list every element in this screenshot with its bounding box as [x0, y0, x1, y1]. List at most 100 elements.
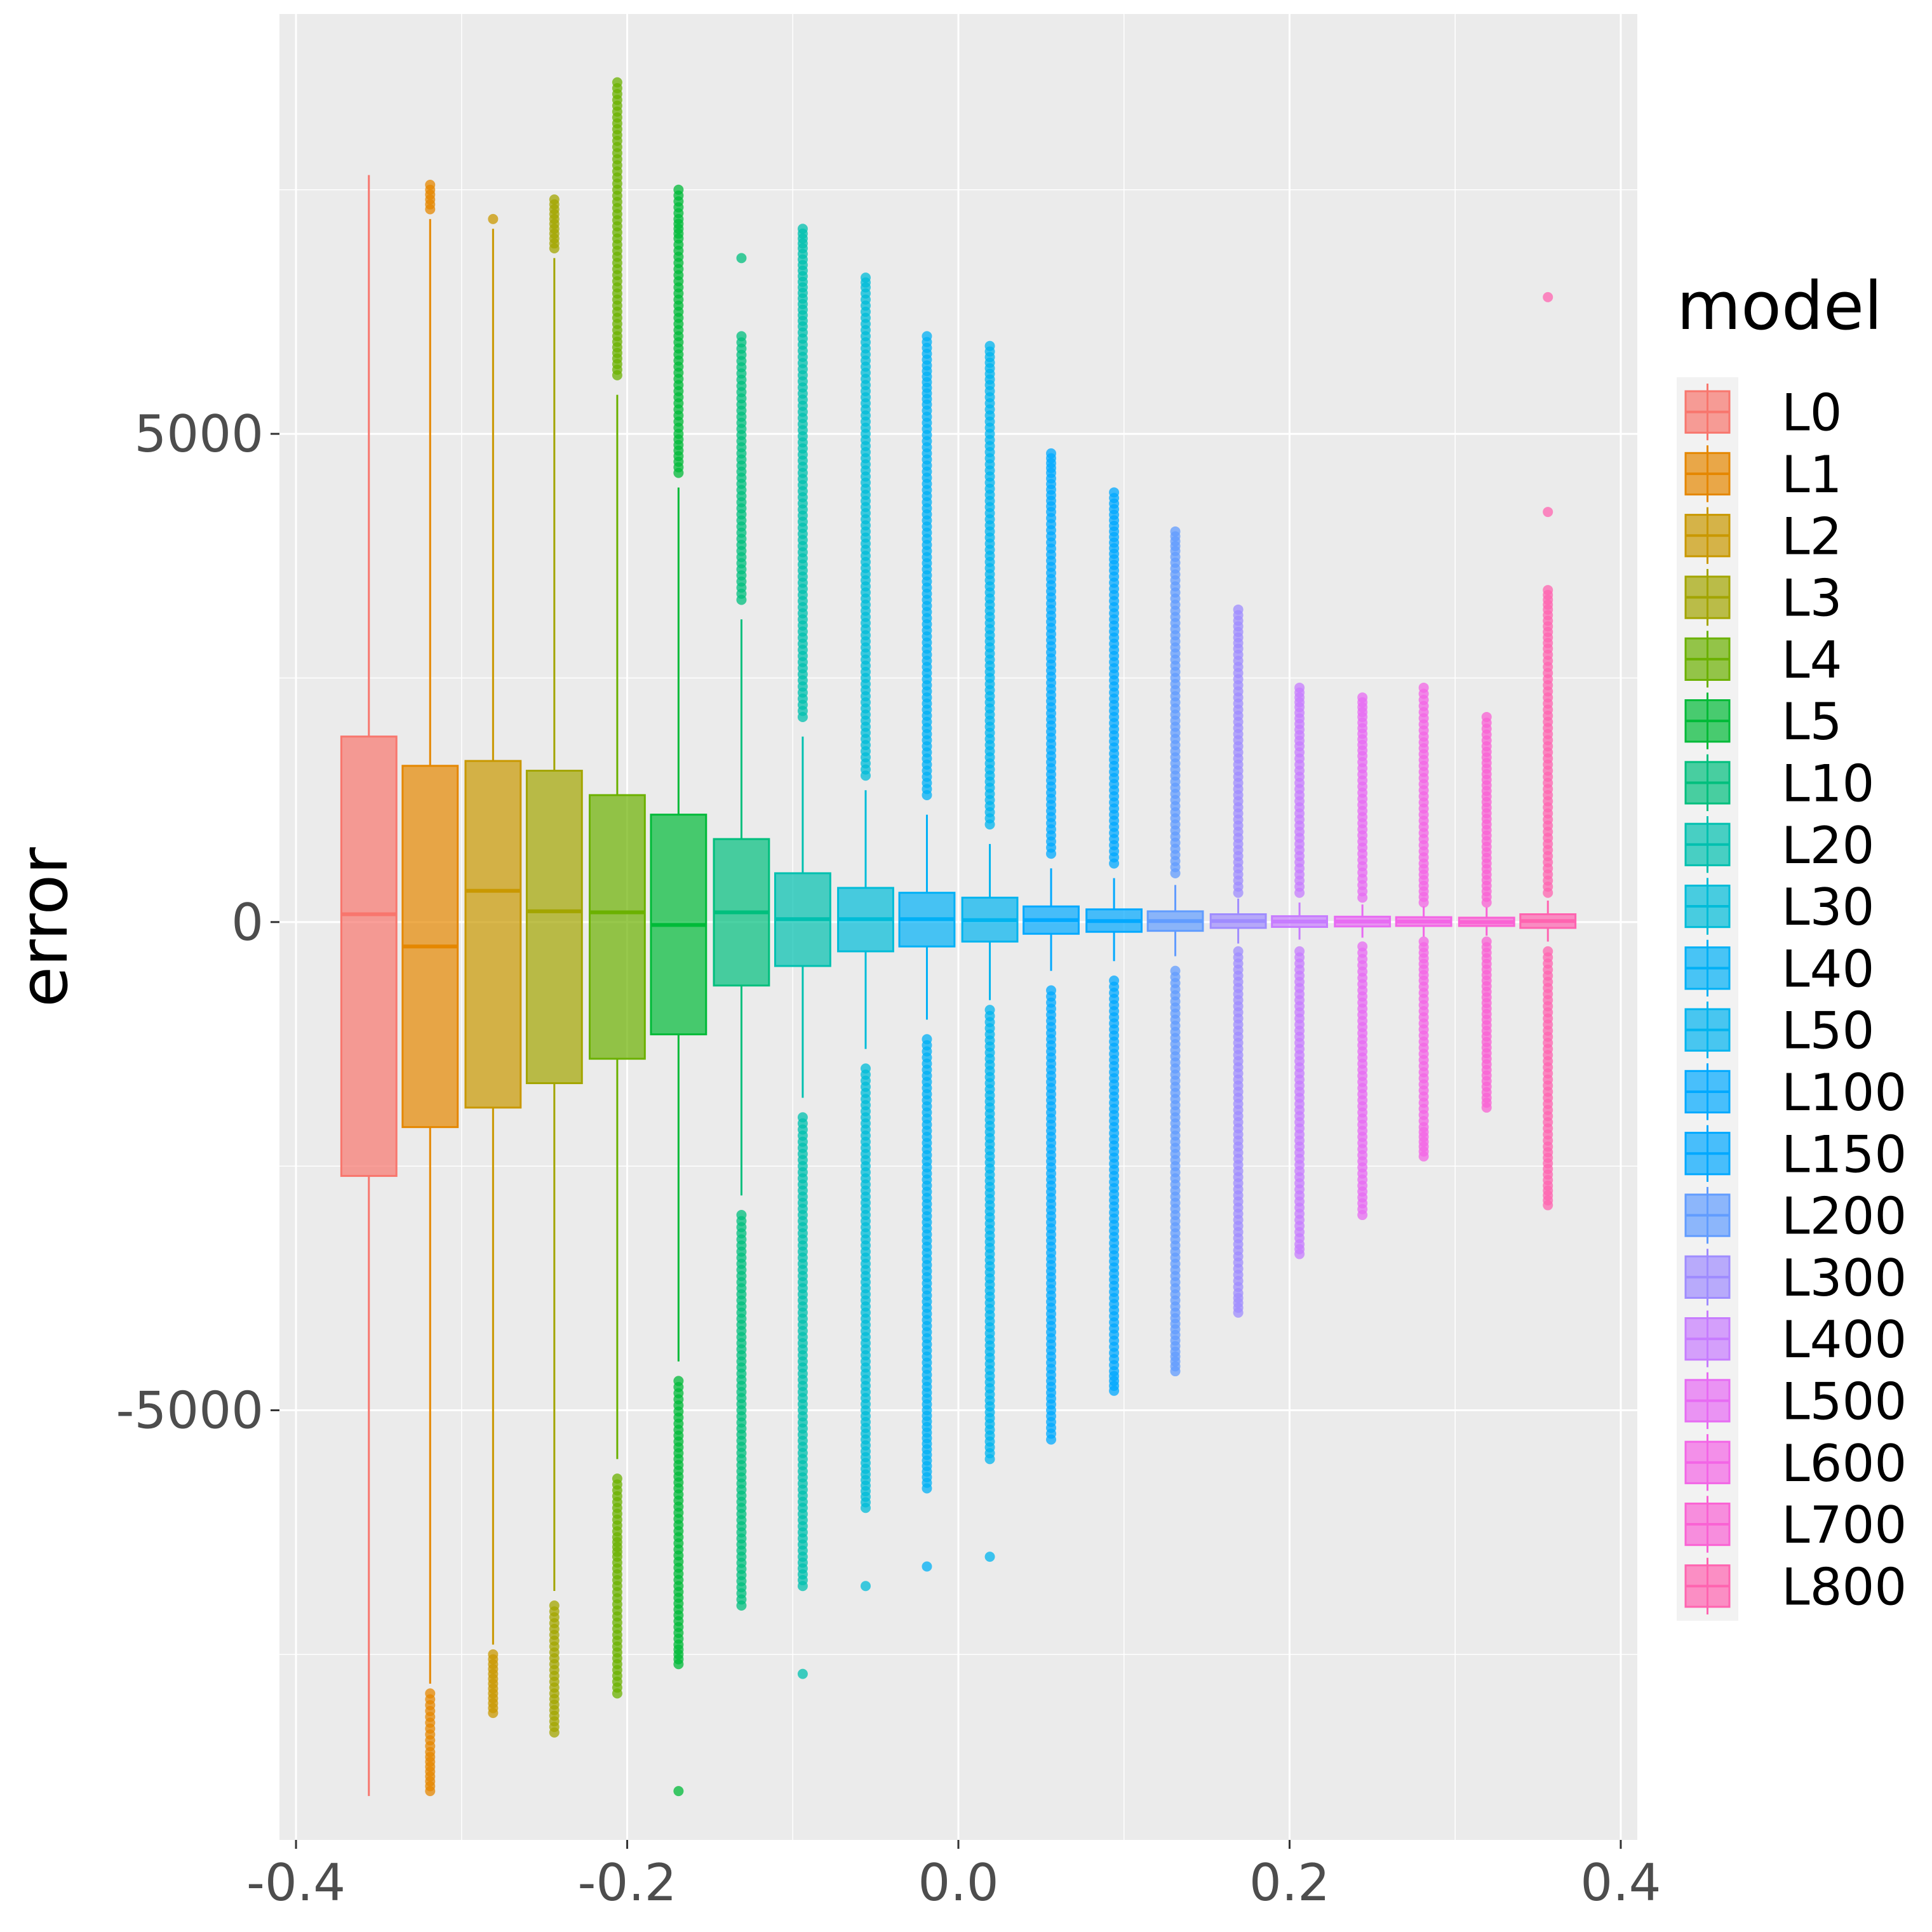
outlier-point — [488, 1693, 499, 1704]
outlier-point — [984, 434, 995, 445]
outlier-point — [860, 1167, 871, 1177]
outlier-point — [922, 1381, 932, 1392]
outlier-point — [1233, 698, 1244, 709]
y-tick-label: 0 — [231, 893, 264, 952]
x-tick-label: -0.4 — [246, 1853, 345, 1912]
outlier-point — [673, 218, 684, 229]
outlier-point — [1233, 1292, 1244, 1303]
outlier-point — [984, 1352, 995, 1363]
outlier-point — [1543, 952, 1553, 963]
outlier-point — [1046, 1089, 1057, 1099]
box-L400 — [1271, 682, 1329, 1259]
outlier-point — [1109, 1226, 1120, 1237]
box-L500 — [1334, 692, 1392, 1221]
legend: model L0L1L2L3L4L5L10L20L30L40L50L100L15… — [1677, 267, 1907, 1621]
outlier-point — [1046, 453, 1057, 464]
outlier-point — [922, 366, 932, 377]
outlier-point — [1357, 948, 1368, 958]
outlier-point — [1109, 1274, 1120, 1285]
outlier-point — [1357, 717, 1368, 728]
outlier-point — [425, 1694, 436, 1705]
outlier-point — [488, 1654, 499, 1665]
outlier-point — [797, 1216, 808, 1226]
outlier-point — [860, 277, 871, 288]
outlier-point — [1109, 981, 1120, 992]
outlier-point — [1543, 747, 1553, 758]
outlier-point — [860, 1581, 871, 1592]
outlier-point — [922, 747, 932, 758]
outlier-point — [984, 483, 995, 494]
box-L1 — [401, 180, 459, 1797]
outlier-point — [797, 523, 808, 533]
outlier-point — [673, 386, 684, 396]
outlier-point — [922, 1411, 932, 1421]
outlier-point — [1294, 796, 1305, 807]
legend-item-L40: L40 — [1684, 939, 1874, 998]
outlier-point — [1418, 981, 1429, 992]
legend-item-L500: L500 — [1684, 1372, 1907, 1431]
outlier-point — [1481, 1059, 1492, 1070]
legend-item-L0: L0 — [1684, 384, 1842, 443]
outlier-point — [1543, 1147, 1553, 1158]
outlier-point — [922, 601, 932, 612]
outlier-point — [1418, 737, 1429, 748]
y-tick-label: -5000 — [116, 1381, 264, 1440]
outlier-point — [1170, 679, 1181, 690]
outlier-point — [797, 474, 808, 485]
outlier-point — [736, 1557, 747, 1568]
outlier-point — [673, 337, 684, 347]
outlier-point — [984, 679, 995, 690]
outlier-point — [1109, 815, 1120, 826]
legend-item-L300: L300 — [1684, 1249, 1907, 1308]
outlier-point — [1109, 1128, 1120, 1139]
outlier-point — [1481, 864, 1492, 875]
legend-label: L300 — [1781, 1249, 1907, 1308]
outlier-point — [1046, 1186, 1057, 1197]
outlier-point — [984, 727, 995, 738]
outlier-point — [1294, 1050, 1305, 1061]
legend-item-L4: L4 — [1684, 631, 1842, 690]
outlier-point — [1543, 1050, 1553, 1061]
outlier-point — [612, 288, 622, 299]
box-iqr — [340, 735, 398, 1177]
outlier-point — [736, 1411, 747, 1422]
legend-item-L3: L3 — [1684, 569, 1842, 628]
outlier-point — [860, 1118, 871, 1129]
outlier-point — [1294, 1001, 1305, 1012]
outlier-point — [425, 1781, 436, 1792]
outlier-point — [984, 1157, 995, 1168]
box-L4 — [588, 77, 646, 1699]
legend-item-L30: L30 — [1684, 878, 1874, 937]
outlier-point — [797, 1362, 808, 1373]
outlier-point — [736, 1216, 747, 1226]
legend-title: model — [1677, 267, 1882, 345]
outlier-point — [612, 1479, 622, 1490]
outlier-point — [984, 346, 995, 357]
outlier-point — [673, 434, 684, 445]
box-iqr — [588, 794, 646, 1060]
x-tick-label: 0.2 — [1249, 1853, 1330, 1912]
outlier-point — [1233, 952, 1244, 963]
outlier-point — [1109, 1030, 1120, 1041]
outlier-point — [673, 1616, 684, 1627]
outlier-point — [612, 337, 622, 347]
outlier-point — [549, 1635, 560, 1646]
outlier-point — [922, 1089, 932, 1099]
legend-label: L3 — [1781, 569, 1842, 628]
outlier-point — [860, 679, 871, 690]
box-L600 — [1395, 682, 1452, 1162]
outlier-point — [1046, 1137, 1057, 1148]
outlier-point — [797, 669, 808, 680]
outlier-point — [984, 1304, 995, 1315]
outlier-point — [425, 194, 436, 205]
outlier-point — [1233, 1196, 1244, 1207]
legend-item-L1: L1 — [1684, 445, 1842, 504]
outlier-point — [673, 1786, 684, 1797]
outlier-point — [1294, 845, 1305, 855]
outlier-point — [425, 1723, 436, 1734]
outlier-point — [1543, 649, 1553, 660]
outlier-point — [1294, 708, 1305, 718]
outlier-point — [984, 581, 995, 592]
